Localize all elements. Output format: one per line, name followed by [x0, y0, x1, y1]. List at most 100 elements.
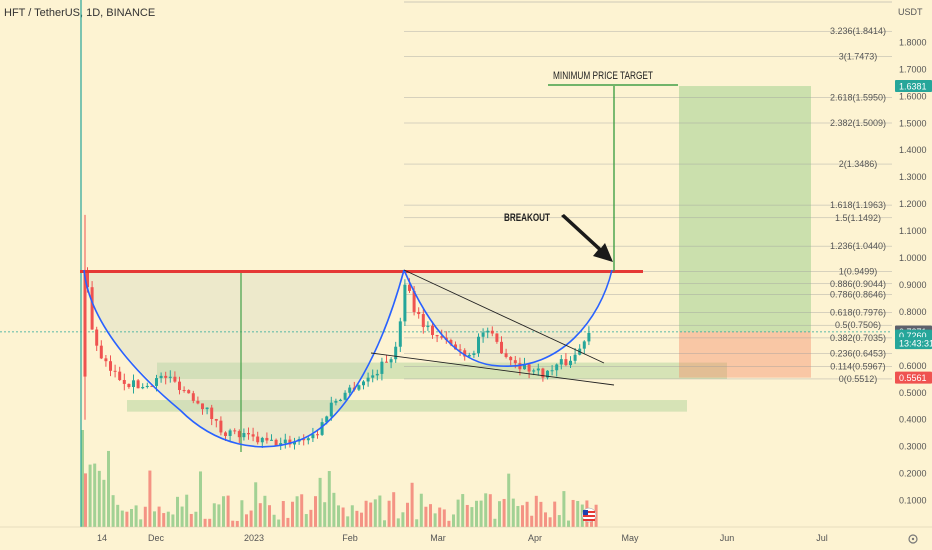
- volume-bar: [314, 496, 317, 527]
- volume-bar: [249, 510, 253, 527]
- volume-bar: [493, 518, 497, 527]
- volume-bar: [272, 514, 276, 527]
- x-tick-label: May: [621, 533, 639, 543]
- y-tick-label: 0.9000: [899, 280, 927, 290]
- candle-body: [385, 361, 388, 363]
- candle-body: [559, 359, 563, 365]
- volume-bar: [107, 450, 110, 527]
- candle-body: [113, 370, 117, 372]
- candle-body: [426, 325, 430, 328]
- x-tick-label: Mar: [430, 533, 446, 543]
- volume-bar: [415, 519, 419, 527]
- candle-body: [274, 439, 278, 446]
- volume-bar: [507, 473, 511, 527]
- volume-bar: [562, 491, 566, 527]
- volume-bar: [281, 501, 285, 527]
- wedge-upper-line: [403, 269, 605, 364]
- target-label: MINIMUM PRICE TARGET: [553, 70, 653, 82]
- volume-bar: [102, 479, 106, 527]
- candle-body: [90, 287, 94, 330]
- volume-bar: [488, 494, 492, 527]
- candle-body: [403, 284, 407, 322]
- candle-body: [150, 385, 154, 387]
- candle-body: [237, 431, 241, 438]
- candle-body: [435, 335, 439, 337]
- candle-body: [371, 375, 375, 378]
- price-badge: [895, 80, 932, 93]
- volume-bar: [291, 501, 294, 527]
- candle-body: [495, 333, 499, 342]
- fib-label: 3(1.7473): [839, 52, 878, 62]
- candle-body: [564, 359, 568, 366]
- volume-bar: [350, 505, 354, 527]
- volume-bar: [470, 507, 474, 527]
- target-profit-zone: [679, 86, 811, 332]
- volume-bar: [539, 501, 543, 527]
- y-tick-label: 1.2000: [899, 199, 927, 209]
- volume-bar: [176, 496, 179, 527]
- volume-bar: [125, 511, 129, 527]
- volume-bar: [378, 495, 382, 527]
- fib-label: 1.618(1.1963): [830, 200, 886, 210]
- candle-body: [178, 381, 181, 391]
- volume-bar: [401, 512, 405, 527]
- volume-bar: [111, 495, 115, 527]
- candle-body: [219, 420, 223, 433]
- volume-bar: [498, 501, 501, 527]
- volume-bar: [557, 515, 561, 527]
- handle-curve: [403, 269, 613, 367]
- candle-body: [316, 434, 319, 436]
- volume-bar: [295, 496, 299, 527]
- candle-body: [95, 329, 99, 346]
- candle-body: [288, 439, 292, 445]
- volume-bar: [387, 500, 391, 527]
- candle-body: [500, 341, 503, 354]
- candle-body: [109, 361, 112, 371]
- candle-body: [270, 439, 273, 441]
- volume-bar: [410, 482, 414, 527]
- volume-bar: [484, 493, 488, 527]
- candle-body: [127, 383, 131, 388]
- volume-bar: [553, 501, 557, 527]
- price-badge: [895, 371, 932, 384]
- volume-bar: [120, 510, 124, 527]
- candle-body: [509, 356, 513, 361]
- candle-body: [490, 330, 494, 334]
- volume-bar: [143, 506, 147, 527]
- candle-body: [251, 434, 255, 437]
- candle-body: [256, 436, 260, 443]
- candle-body: [228, 430, 232, 436]
- candle-body: [412, 290, 416, 312]
- candle-body: [104, 358, 108, 362]
- volume-bar: [534, 495, 538, 527]
- volume-bar: [130, 509, 133, 527]
- candle-body: [573, 354, 577, 361]
- candle-body: [224, 432, 227, 436]
- candle-body: [279, 443, 283, 446]
- candle-body: [348, 387, 352, 393]
- volume-bar: [286, 517, 290, 527]
- volume-bar: [97, 470, 101, 527]
- volume-bar: [461, 494, 465, 527]
- candle-body: [339, 399, 342, 402]
- fib-label: 0.786(0.8646): [830, 289, 886, 299]
- volume-bar: [452, 514, 455, 527]
- volume-bar: [222, 496, 225, 527]
- candle-body: [141, 386, 145, 389]
- breakout-arrow-icon: [561, 214, 613, 262]
- volume-bar: [346, 516, 350, 527]
- candle-body: [458, 349, 462, 351]
- volume-bar: [148, 470, 152, 527]
- candle-body: [536, 368, 540, 371]
- volume-bar: [475, 500, 478, 527]
- y-tick-label: 0.2000: [899, 469, 927, 479]
- candle-body: [366, 377, 370, 382]
- candle-body: [408, 284, 411, 291]
- volume-bar: [465, 504, 469, 527]
- settings-icon[interactable]: [908, 534, 918, 544]
- candle-body: [187, 390, 191, 394]
- volume-bar: [406, 502, 409, 527]
- volume-bar: [199, 471, 202, 527]
